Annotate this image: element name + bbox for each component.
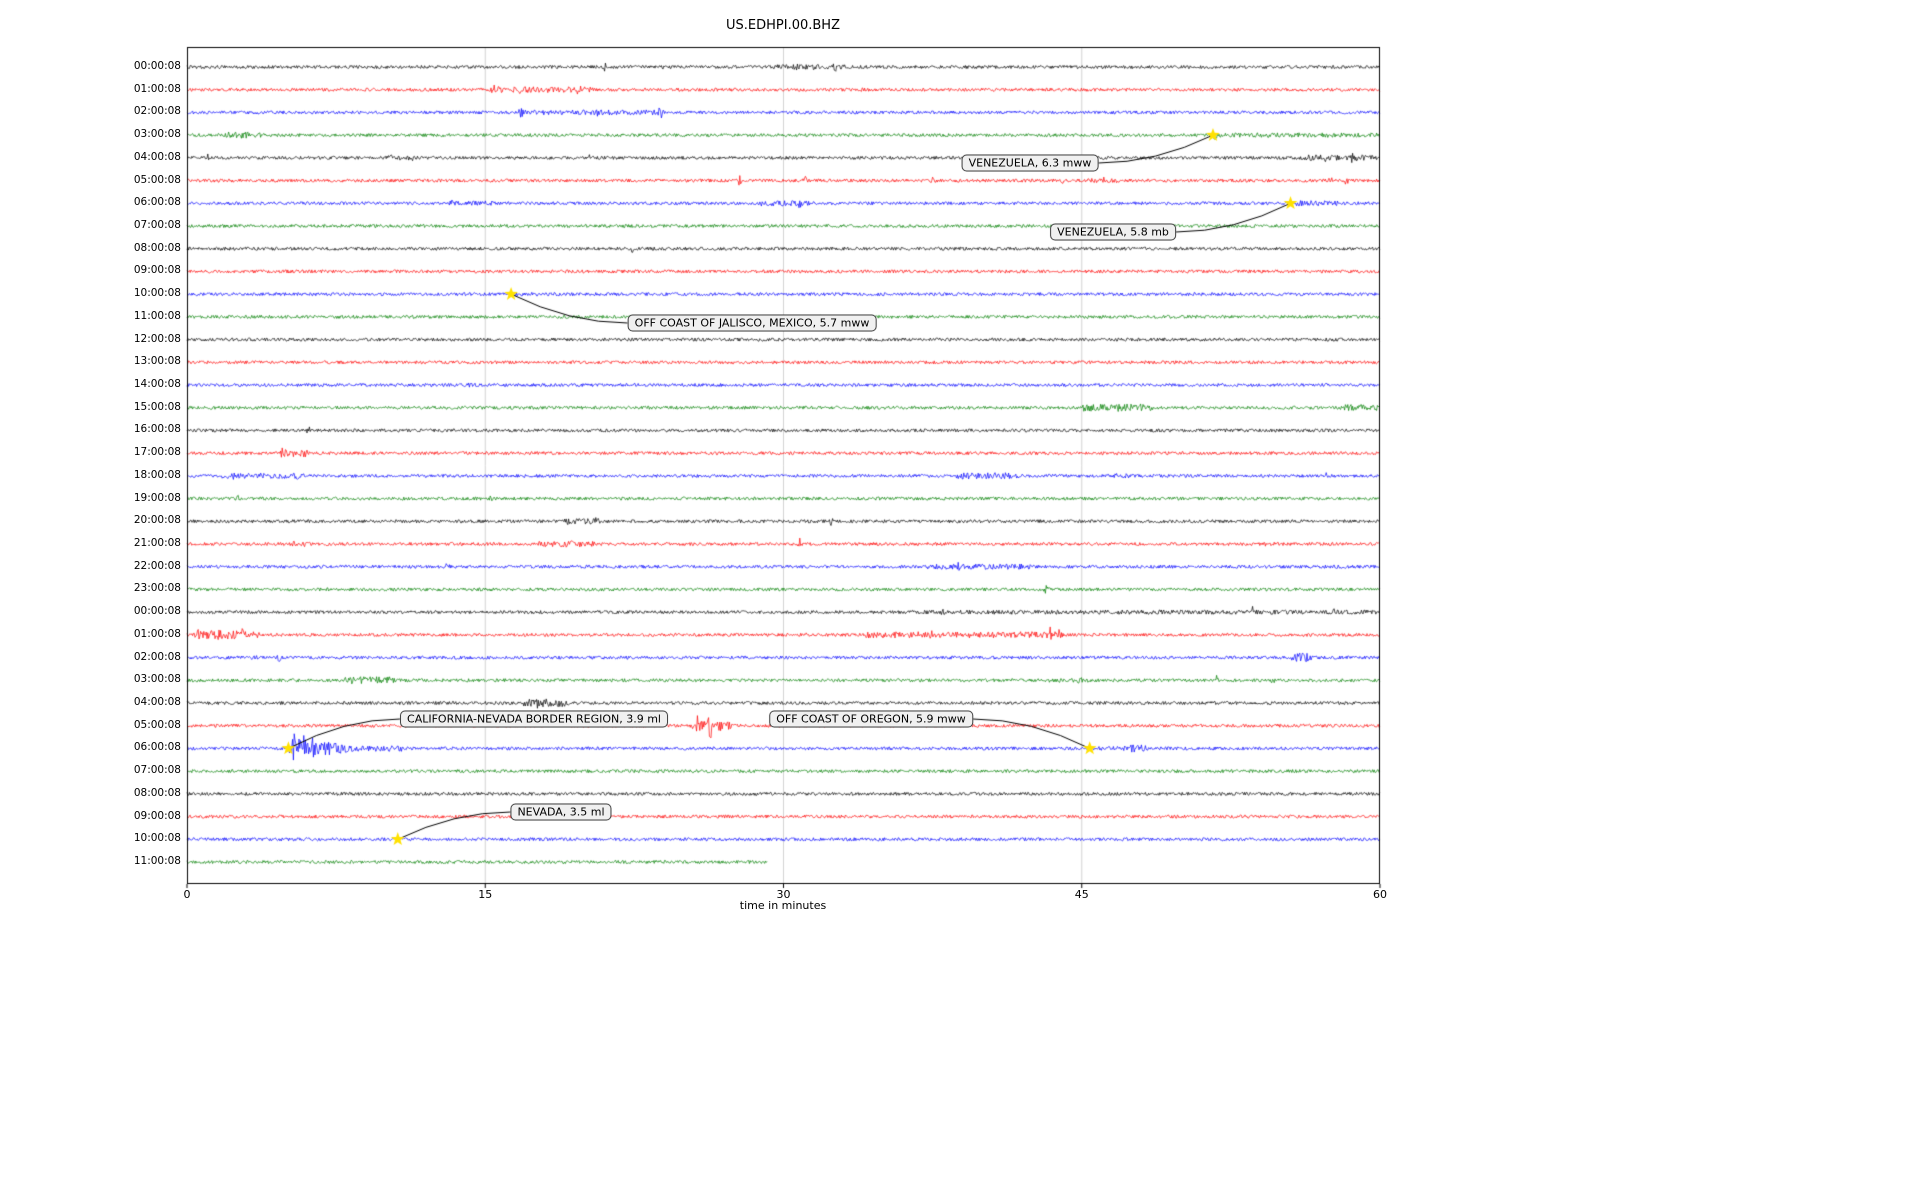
seismogram-canvas bbox=[0, 0, 1920, 1200]
helicorder-figure: US.EDHPI.00.BHZ time in minutes 00:00:08… bbox=[0, 0, 1920, 1200]
